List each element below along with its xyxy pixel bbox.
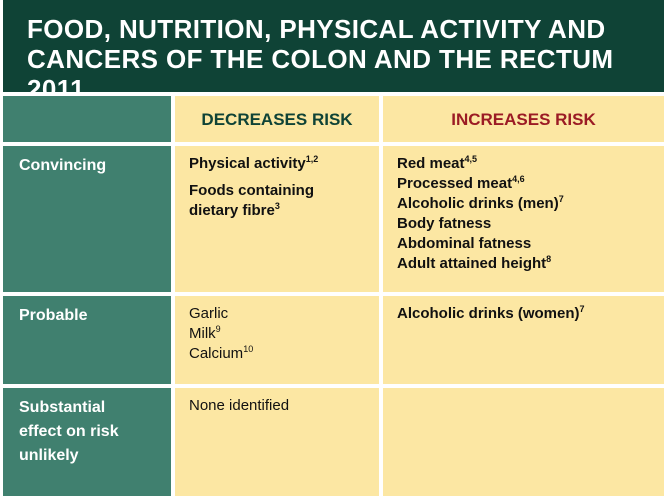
title: FOOD, NUTRITION, PHYSICAL ACTIVITY AND C… <box>27 14 614 104</box>
list-item: Alcoholic drinks (women)7 <box>397 304 585 323</box>
list-item: None identified <box>189 397 290 414</box>
row-label-convincing: Convincing <box>3 146 171 292</box>
list-item: Calcium10 <box>189 344 254 363</box>
header-banner: FOOD, NUTRITION, PHYSICAL ACTIVITY AND C… <box>3 0 664 104</box>
list-item: Physical activity1,2 <box>189 154 319 173</box>
list-item: Alcoholic drinks (men)7 <box>397 194 564 213</box>
probable-increases-cell: Alcoholic drinks (women)7 <box>383 296 664 384</box>
list-item: Foods containing <box>189 182 314 199</box>
row-label-line: effect on risk <box>19 423 119 440</box>
list-item: dietary fibre3 <box>189 201 280 220</box>
decreases-risk-header: DECREASES RISK <box>175 96 379 142</box>
row-label-line: unlikely <box>19 447 79 464</box>
list-item: Garlic <box>189 305 229 322</box>
row-label-line: Substantial <box>19 399 106 416</box>
row-label-probable: Probable <box>3 296 171 384</box>
infographic: FOOD, NUTRITION, PHYSICAL ACTIVITY AND C… <box>3 0 664 496</box>
row-label-substantial-effect-unlikely: Substantial effect on risk unlikely <box>3 388 171 496</box>
list-item: Adult attained height8 <box>397 254 552 273</box>
convincing-decreases-cell: Physical activity1,2 Foods containing di… <box>175 146 379 292</box>
unlikely-decreases-cell: None identified <box>175 388 379 496</box>
corner-cell <box>3 96 171 142</box>
list-item: Body fatness <box>397 215 492 232</box>
list-item: Abdominal fatness <box>397 235 532 252</box>
convincing-increases-cell: Red meat4,5 Processed meat4,6 Alcoholic … <box>383 146 664 292</box>
list-item: Milk9 <box>189 324 221 343</box>
unlikely-increases-cell <box>383 388 664 496</box>
list-item: Processed meat4,6 <box>397 174 525 193</box>
increases-risk-header: INCREASES RISK <box>383 96 664 142</box>
list-item: Red meat4,5 <box>397 154 478 173</box>
probable-decreases-cell: Garlic Milk9 Calcium10 <box>175 296 379 384</box>
